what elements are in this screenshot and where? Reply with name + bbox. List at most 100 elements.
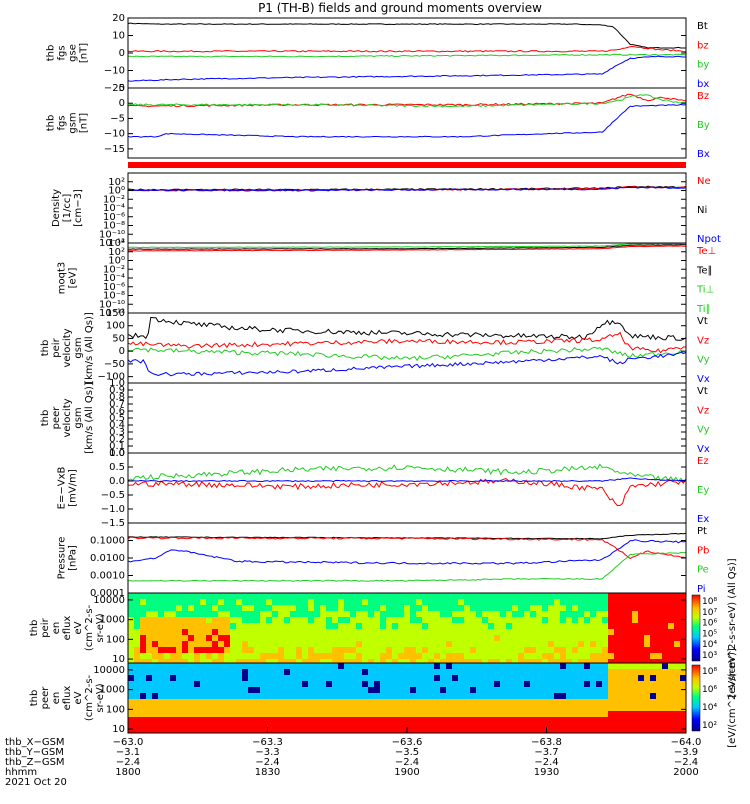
- spectrogram-cell: [308, 641, 315, 648]
- spectrogram-cell: [362, 729, 369, 733]
- spectrogram-cell: [560, 699, 567, 706]
- spectrogram-cell: [176, 705, 183, 712]
- spectrogram-cell: [368, 623, 375, 630]
- spectrogram-cell: [482, 659, 489, 663]
- spectrogram-cell: [524, 675, 531, 682]
- spectrogram-cell: [170, 617, 177, 624]
- spectrogram-cell: [584, 717, 591, 724]
- spectrogram-cell: [164, 623, 171, 630]
- spectrogram-cell: [452, 675, 459, 682]
- spectrogram-cell: [452, 599, 459, 606]
- spectrogram-cell: [596, 653, 603, 660]
- spectrogram-cell: [650, 641, 657, 648]
- spectrogram-cell: [404, 635, 411, 642]
- y-tick-label: −10: [104, 129, 125, 140]
- spectrogram-cell: [410, 617, 417, 624]
- spectrogram-cell: [674, 663, 681, 670]
- spectrogram-cell: [656, 653, 663, 660]
- spectrogram-cell: [284, 669, 291, 676]
- spectrogram-cell: [548, 611, 555, 618]
- spectrogram-cell: [296, 681, 303, 688]
- spectrogram-cell: [422, 705, 429, 712]
- spectrogram-cell: [410, 693, 417, 700]
- spectrogram-cell: [164, 687, 171, 694]
- spectrogram-cell: [398, 605, 405, 612]
- spectrogram-cell: [230, 705, 237, 712]
- y-tick-label: 0.4: [109, 420, 125, 431]
- spectrogram-cell: [332, 593, 339, 600]
- spectrogram-cell: [530, 693, 537, 700]
- spectrogram-cell: [200, 605, 207, 612]
- spectrogram-cell: [128, 675, 135, 682]
- spectrogram-cell: [512, 717, 519, 724]
- panel-frame: [127, 242, 687, 314]
- spectrogram-cell: [566, 635, 573, 642]
- spectrogram-cell: [572, 669, 579, 676]
- spectrogram-cell: [392, 663, 399, 670]
- spectrogram-cell: [488, 723, 495, 730]
- spectrogram-cell: [608, 593, 615, 600]
- spectrogram-cell: [140, 717, 147, 724]
- spectrogram-cell: [356, 659, 363, 663]
- spectrogram-cell: [380, 623, 387, 630]
- spectrogram-cell: [422, 653, 429, 660]
- spectrogram-cell: [176, 693, 183, 700]
- spectrogram-cell: [128, 711, 135, 718]
- spectrogram-cell: [380, 705, 387, 712]
- spectrogram-cell: [542, 623, 549, 630]
- y-axis-label-line: thb: [46, 115, 57, 132]
- spectrogram-cell: [482, 711, 489, 718]
- spectrogram-cell: [290, 711, 297, 718]
- spectrogram-cell: [242, 699, 249, 706]
- spectrogram-cell: [536, 623, 543, 630]
- spectrogram-cell: [440, 659, 447, 663]
- spectrogram-cell: [656, 687, 663, 694]
- legend-entry: Pb: [697, 545, 709, 556]
- spectrogram-cell: [134, 663, 141, 670]
- spectrogram-cell: [614, 705, 621, 712]
- spectrogram-cell: [530, 663, 537, 670]
- spectrogram-cell: [380, 641, 387, 648]
- spectrogram-cell: [392, 723, 399, 730]
- spectrogram-cell: [272, 729, 279, 733]
- spectrogram-cell: [596, 729, 603, 733]
- y-tick-label: 50: [112, 333, 125, 344]
- spectrogram-cell: [224, 693, 231, 700]
- spectrogram-cell: [662, 659, 669, 663]
- spectrogram-cell: [386, 647, 393, 654]
- spectrogram-cell: [368, 641, 375, 648]
- spectrogram-cell: [542, 729, 549, 733]
- spectrogram-cell: [656, 663, 663, 670]
- spectrogram-cell: [446, 617, 453, 624]
- spectrogram-cell: [602, 593, 609, 600]
- spectrogram-cell: [650, 723, 657, 730]
- spectrogram-cell: [518, 723, 525, 730]
- spectrogram-cell: [602, 711, 609, 718]
- spectrogram-cell: [680, 605, 687, 612]
- spectrogram-cell: [578, 669, 585, 676]
- spectrogram-cell: [476, 723, 483, 730]
- spectrogram-cell: [206, 669, 213, 676]
- spectrogram-cell: [176, 629, 183, 636]
- spectrogram-cell: [548, 669, 555, 676]
- spectrogram-cell: [614, 593, 621, 600]
- spectrogram-cell: [176, 617, 183, 624]
- spectrogram-cell: [638, 705, 645, 712]
- spectrogram-cell: [602, 699, 609, 706]
- spectrogram-cell: [248, 723, 255, 730]
- x-tick-label: −2.4: [395, 757, 419, 768]
- spectrogram-cell: [218, 699, 225, 706]
- spectrogram-cell: [248, 693, 255, 700]
- spectrogram-cell: [620, 653, 627, 660]
- spectrogram-cell: [596, 629, 603, 636]
- spectrogram-cell: [524, 617, 531, 624]
- spectrogram-cell: [680, 681, 687, 688]
- spectrogram-cell: [596, 669, 603, 676]
- spectrogram-cell: [254, 629, 261, 636]
- spectrogram-cell: [416, 635, 423, 642]
- spectrogram-cell: [266, 681, 273, 688]
- spectrogram-cell: [176, 669, 183, 676]
- spectrogram-cell: [266, 687, 273, 694]
- spectrogram-cell: [524, 611, 531, 618]
- spectrogram-cell: [614, 623, 621, 630]
